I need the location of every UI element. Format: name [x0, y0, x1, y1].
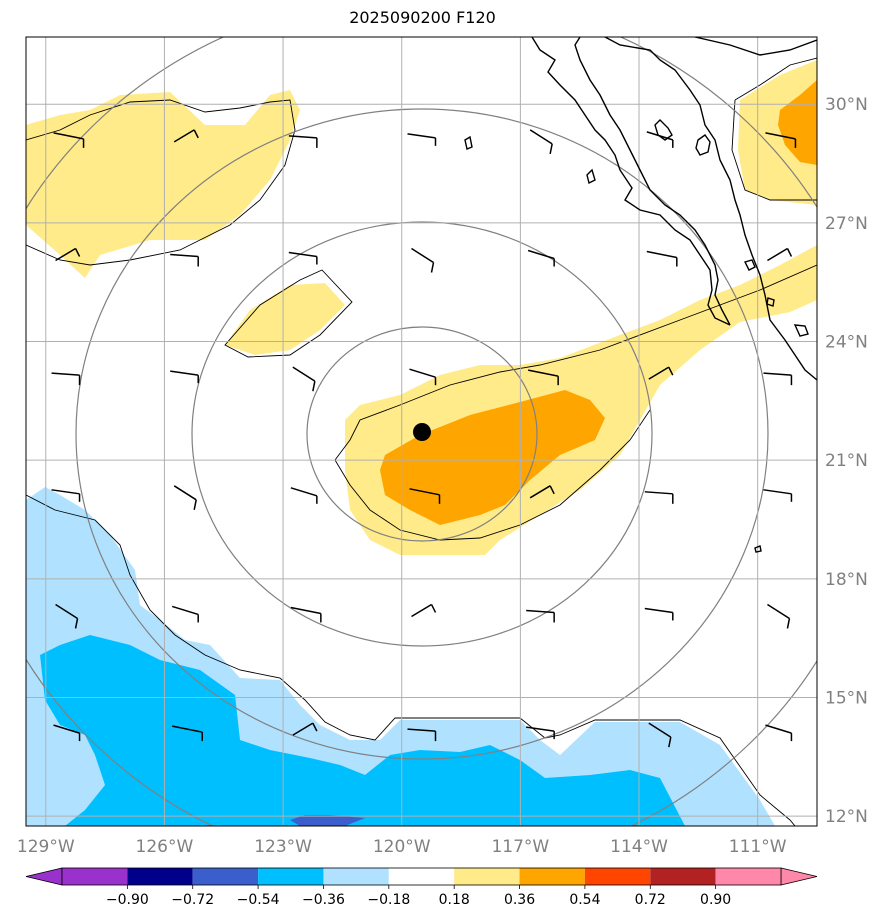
colorbar: −0.90 −0.72 −0.54 −0.36 −0.18 0.18 0.36 0.54 0.7…: [25, 867, 818, 908]
positive-anomaly-islet: [225, 283, 345, 355]
wind-barb-41: [765, 724, 793, 742]
colorbar-tick-label-6: 0.36: [504, 892, 535, 908]
colorbar-segment-1: [127, 868, 193, 885]
storm-center-marker: [413, 423, 431, 441]
lon-label-4: 117°W: [491, 837, 549, 857]
lon-label-3: 120°W: [373, 837, 431, 857]
wind-barb-35: [53, 724, 81, 742]
wind-barb-7: [55, 247, 81, 262]
positive-anomaly-nw: [26, 90, 300, 278]
map-frame: [25, 36, 818, 827]
colorbar-extend-low: [25, 867, 63, 886]
lat-label-6: 12°N: [825, 807, 868, 827]
wind-barb-22: [173, 485, 197, 510]
wind-barb-23: [290, 487, 318, 504]
wind-barb-36: [172, 725, 203, 742]
lat-label-5: 15°N: [825, 688, 868, 708]
colorbar-segment-8: [584, 868, 651, 885]
wind-barb-5: [646, 131, 674, 148]
colorbar-tick-label-5: 0.18: [439, 892, 470, 908]
wind-barb-11: [527, 249, 555, 267]
wind-barb-2: [288, 135, 318, 148]
wind-barb-26: [644, 491, 674, 504]
strong-positive-central: [380, 390, 605, 525]
colorbar-tick-label-1: −0.72: [171, 892, 214, 908]
colorbar-tick-label-0: −0.90: [106, 892, 149, 908]
wind-barb-24: [409, 488, 441, 504]
wind-barb-28: [55, 603, 79, 629]
wind-barb-3: [407, 133, 437, 146]
colorbar-frame: [61, 867, 782, 886]
wind-barb-39: [526, 726, 555, 740]
wind-barb-38: [407, 728, 437, 742]
wind-barb-9: [288, 251, 318, 265]
wind-barb-32: [526, 609, 555, 623]
wind-barb-29: [171, 605, 199, 623]
colorbar-tick-label-9: 0.90: [700, 892, 731, 908]
lat-label-2: 24°N: [825, 333, 868, 353]
colorbar-tick-label-2: −0.54: [237, 892, 280, 908]
colorbar-segment-2: [192, 868, 259, 885]
longitude-labels: 129°W 126°W 123°W 120°W 117°W 114°W 111°W: [17, 837, 787, 857]
colorbar-tick-label-8: 0.72: [635, 892, 666, 908]
colorbar-segment-10: [715, 868, 781, 885]
colorbar-segment-9: [650, 868, 716, 885]
colorbar-tick-label-4: −0.18: [367, 892, 410, 908]
negative-anomaly-medium: [40, 635, 685, 826]
wind-barb-40: [648, 722, 672, 748]
negative-anomaly-strong: [290, 815, 365, 826]
wind-barb-1: [173, 129, 199, 143]
colorbar-segment-4: [323, 868, 389, 885]
wind-barb-31: [411, 603, 437, 618]
range-rings: [26, 37, 817, 826]
wind-barbs: [51, 129, 797, 748]
map-title: 2025090200 F120: [349, 8, 496, 27]
wind-barb-6: [765, 132, 797, 148]
lon-label-2: 123°W: [254, 837, 312, 857]
colorbar-segment-7: [519, 868, 585, 885]
wind-barb-30: [290, 606, 322, 623]
wind-barb-21: [51, 489, 81, 502]
lat-label-4: 18°N: [825, 570, 868, 590]
wind-barb-12: [646, 250, 678, 267]
colorbar-segment-6: [454, 868, 520, 885]
wind-barb-27: [763, 489, 793, 502]
wind-barb-16: [292, 366, 316, 392]
map-field-layer: [26, 37, 817, 826]
wind-barb-0: [53, 132, 85, 148]
wind-barb-37: [292, 722, 318, 736]
lon-label-6: 111°W: [729, 837, 787, 857]
wind-barb-14: [51, 372, 81, 386]
wind-barb-17: [409, 368, 437, 386]
colorbar-extend-high: [780, 867, 818, 886]
wind-barb-33: [644, 607, 674, 621]
wind-barb-13: [767, 247, 793, 262]
lat-label-1: 27°N: [825, 214, 868, 234]
colorbar-segment-0: [62, 868, 128, 885]
wind-barb-18: [528, 369, 559, 386]
wind-barb-25: [529, 485, 555, 499]
wind-barb-34: [767, 603, 791, 629]
colorbar-tick-label-7: 0.54: [569, 892, 600, 908]
wind-barb-20: [763, 372, 793, 386]
lon-label-1: 126°W: [136, 837, 194, 857]
colorbar-segment-3: [258, 868, 324, 885]
wind-barb-8: [170, 253, 199, 267]
wind-barb-4: [529, 129, 553, 155]
latitude-labels: 30°N 27°N 24°N 21°N 18°N 15°N 12°N: [825, 95, 868, 827]
strong-positive-ne: [778, 80, 817, 165]
lat-label-0: 30°N: [825, 95, 868, 115]
colorbar-tick-label-3: −0.36: [302, 892, 345, 908]
colorbar-segment-5: [388, 868, 455, 885]
wind-barb-10: [411, 247, 435, 273]
wind-barb-15: [170, 370, 199, 384]
lat-label-3: 21°N: [825, 451, 868, 471]
lon-label-5: 114°W: [610, 837, 668, 857]
wind-barb-19: [648, 366, 674, 380]
lon-label-0: 129°W: [17, 837, 75, 857]
